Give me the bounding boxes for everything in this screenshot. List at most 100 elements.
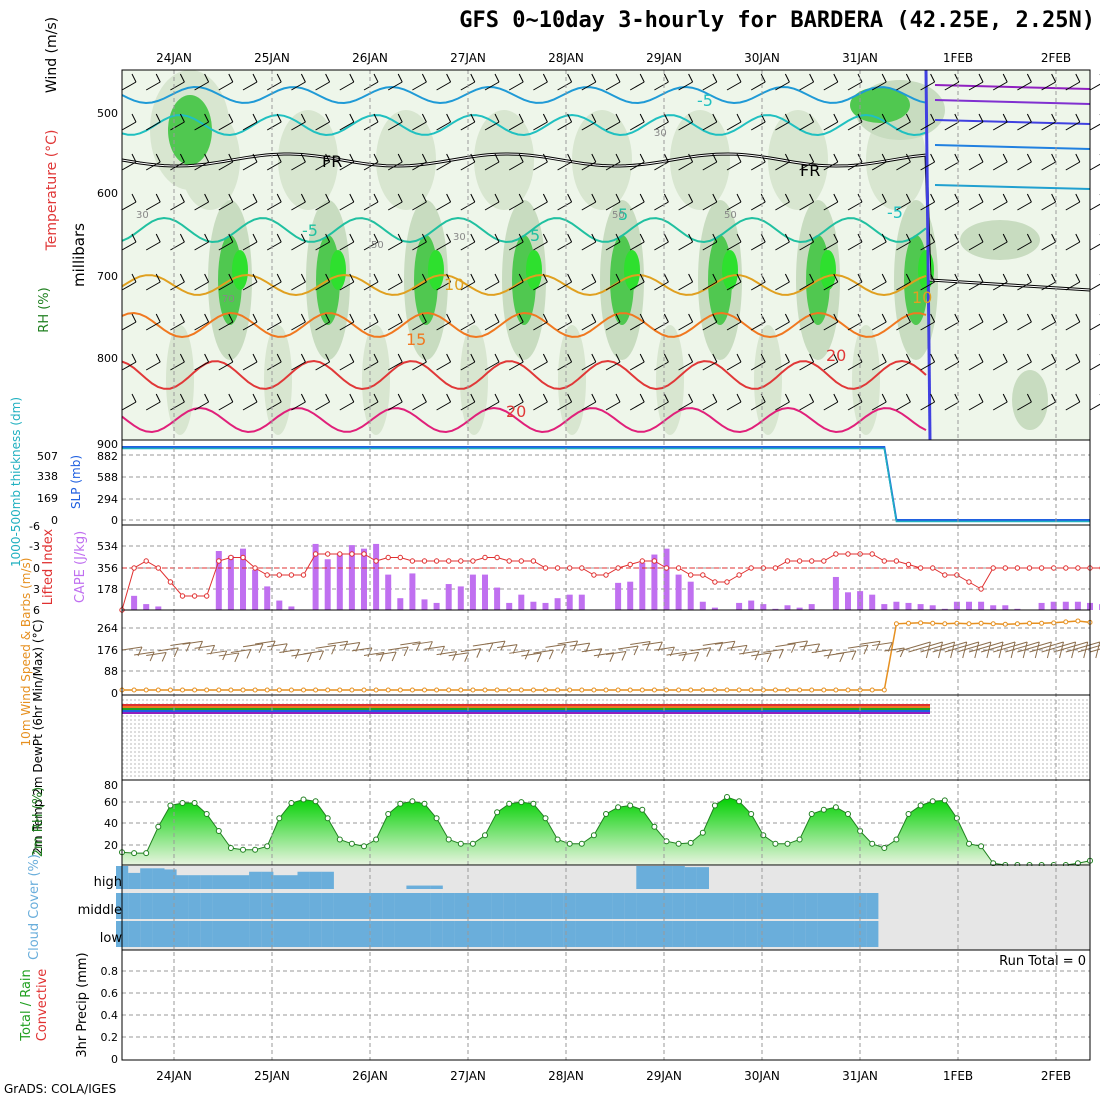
upper-wind-barb-flag xyxy=(663,313,669,323)
upper-wind-barb xyxy=(799,201,814,211)
upper-wind-barb xyxy=(1089,363,1100,371)
upper-wind-barb xyxy=(484,281,500,291)
upper-wind-barb xyxy=(194,161,209,171)
cloud-bar-middle xyxy=(418,893,431,919)
wind-speed-point xyxy=(216,687,222,693)
li-point xyxy=(736,572,742,578)
cloud-bar-low xyxy=(321,921,334,947)
cloud-bar-low xyxy=(745,921,758,947)
contour-label: 50 xyxy=(612,210,625,221)
upper-wind-barb xyxy=(702,121,718,131)
cloud-bar-low xyxy=(829,921,843,947)
upper-wind-barb-flag xyxy=(300,313,306,323)
upper-wind-barb xyxy=(920,121,935,131)
upper-wind-barb xyxy=(242,201,258,211)
upper-wind-barb xyxy=(315,121,330,131)
wind-speed-point xyxy=(155,687,161,693)
wind-barb xyxy=(242,643,264,648)
cape-bar xyxy=(651,554,658,610)
contour-label: 70 xyxy=(222,294,235,305)
cloud-bar-low xyxy=(345,921,359,947)
upper-wind-barb-flag xyxy=(905,273,911,283)
upper-wind-barb-flag xyxy=(204,313,210,323)
upper-wind-barb xyxy=(436,241,451,251)
rh-point xyxy=(361,843,367,850)
upper-wind-barb xyxy=(896,321,911,331)
upper-wind-barb-flag xyxy=(712,73,718,83)
upper-wind-barb-flag xyxy=(881,353,887,363)
upper-wind-barb xyxy=(484,401,500,411)
li-point xyxy=(1014,565,1021,571)
cape-li-panel xyxy=(119,543,1100,613)
cloud-bar-high xyxy=(406,885,419,889)
cloud-bar-high xyxy=(309,871,322,889)
chart-title: GFS 0~10day 3-hourly for BARDERA (42.25E… xyxy=(459,8,1095,33)
temp-contour-15 xyxy=(121,311,927,339)
upper-wind-barb-flag xyxy=(954,313,960,323)
upper-wind-barb xyxy=(702,361,718,371)
upper-wind-barb xyxy=(339,361,355,371)
rh-core xyxy=(428,250,444,290)
ylabel-thickness: 1000-500mb thickness (dm) xyxy=(9,397,23,567)
upper-wind-barb-flag xyxy=(131,313,137,323)
upper-wind-barb xyxy=(896,401,911,411)
rh-point xyxy=(203,811,210,817)
cape-bar xyxy=(978,601,985,610)
upper-wind-barb xyxy=(170,121,185,131)
upper-wind-barb xyxy=(121,281,137,291)
cloud-bar-middle xyxy=(285,893,298,919)
upper-wind-barb-flag xyxy=(736,393,742,403)
wind-barb xyxy=(932,641,967,653)
rh-point xyxy=(845,811,851,817)
upper-wind-barb-flag xyxy=(276,393,282,403)
wind-speed-point xyxy=(627,687,633,693)
upper-wind-barb xyxy=(678,121,693,131)
upper-wind-barb xyxy=(533,121,548,131)
upper-wind-barb xyxy=(750,161,766,171)
upper-wind-barb xyxy=(339,81,355,91)
wind-barb xyxy=(230,648,251,653)
cloud-row-label: low xyxy=(100,931,123,946)
wind-barb xyxy=(1065,641,1100,653)
wind-barb xyxy=(787,640,808,645)
rh-point xyxy=(518,799,525,806)
cape-bar xyxy=(736,602,743,610)
wind-barb xyxy=(775,643,796,648)
upper-wind-barb xyxy=(436,161,451,171)
ytick-wind: 88 xyxy=(104,665,118,678)
upper-wind-barb-flag xyxy=(591,233,597,243)
upper-wind-barb-flag xyxy=(204,393,210,403)
wind-speed-point xyxy=(373,687,379,693)
upper-air-panel: -5 -5 -5 5 5 10 10 15 20 20 FR FR 30 30 50 50 70 50 30 xyxy=(121,69,1100,441)
upper-wind-barb-flag xyxy=(567,233,573,243)
upper-wind-barb xyxy=(750,321,766,331)
upper-wind-barb xyxy=(968,81,984,91)
li-point xyxy=(312,551,319,557)
upper-wind-barb xyxy=(436,361,451,371)
cloud-bar-low xyxy=(515,921,528,947)
upper-wind-barb xyxy=(992,81,1008,91)
upper-wind-barb xyxy=(992,361,1008,371)
wind-barb xyxy=(509,649,530,654)
upper-wind-barb xyxy=(992,401,1008,411)
rh-point xyxy=(820,806,827,813)
upper-wind-barb xyxy=(920,201,935,211)
upper-wind-barb-flag xyxy=(881,233,887,243)
ylabel-temperature: Temperature (°C) xyxy=(44,130,60,252)
ylabel-cape: CAPE (J/kg) xyxy=(73,531,88,603)
upper-wind-barb-flag xyxy=(930,153,936,163)
li-point xyxy=(373,558,379,564)
upper-wind-barb-flag xyxy=(1026,233,1032,243)
temp-dewpoint-panel xyxy=(122,699,1090,777)
wind-barb-flag xyxy=(476,648,482,658)
upper-wind-barb xyxy=(629,321,645,331)
rh-shade xyxy=(850,87,910,123)
upper-wind-barb-flag xyxy=(300,353,306,363)
wind-speed-point xyxy=(809,687,815,693)
upper-wind-barb xyxy=(508,161,524,171)
upper-wind-barb xyxy=(1017,361,1032,371)
ylabel-wind10m: 10m Wind Speed & Barbs (m/s) xyxy=(19,558,33,747)
upper-wind-barb xyxy=(629,281,645,291)
wind-speed-point xyxy=(918,620,924,626)
contour-label: 5 xyxy=(618,205,628,224)
